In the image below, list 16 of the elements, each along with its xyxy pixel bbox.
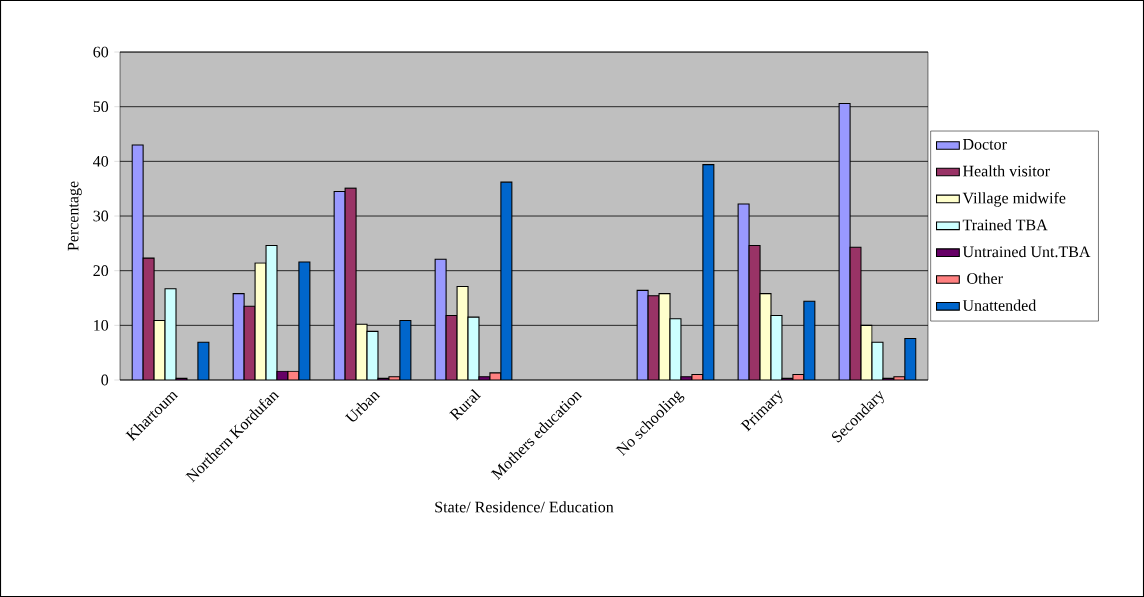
legend-label: Trained TBA: [962, 219, 1048, 231]
y-tick-label: 10: [94, 319, 109, 331]
legend-label: Doctor: [962, 139, 1007, 150]
x-axis-title: State/ Residence/ Education: [435, 501, 614, 513]
y-tick-label: 0: [101, 374, 109, 386]
y-tick-label: 40: [93, 155, 109, 167]
legend-label: Unattended: [962, 299, 1037, 311]
y-tick-label: 60: [93, 46, 109, 58]
legend-label: Other: [967, 272, 1003, 284]
y-tick-label: 50: [93, 101, 109, 113]
legend-label: Health visitor: [962, 165, 1050, 177]
legend-label: Village midwife: [962, 192, 1066, 207]
legend-label: Untrained Unt.TBA: [962, 245, 1091, 258]
y-axis-title: Percentage: [67, 181, 82, 251]
y-tick-label: 30: [93, 210, 109, 222]
y-tick-label: 20: [93, 265, 109, 277]
